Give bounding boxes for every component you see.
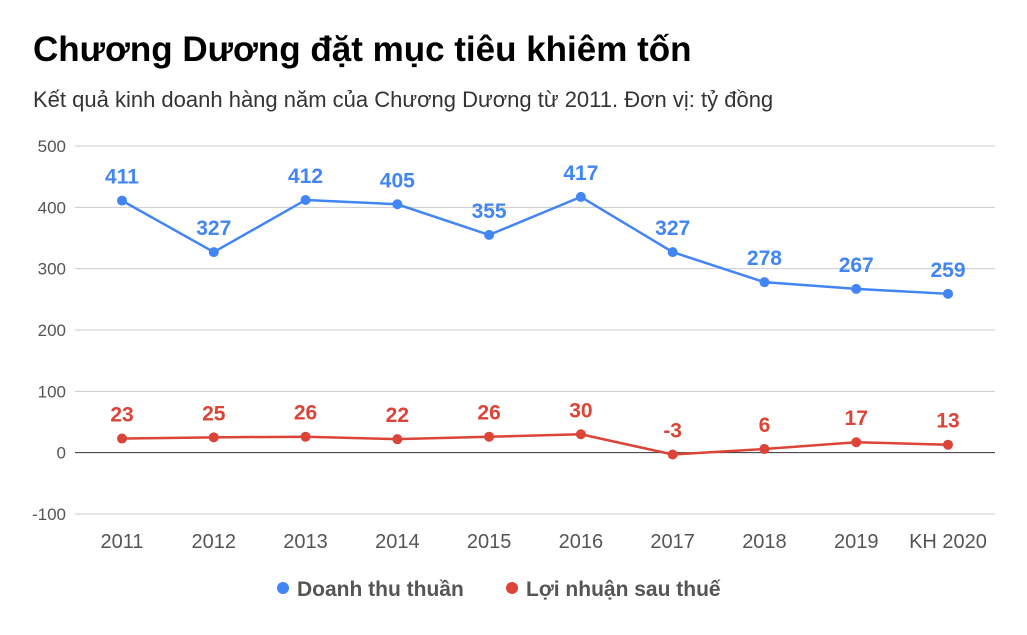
- x-tick-label: 2019: [834, 531, 879, 553]
- y-tick-label: 0: [57, 444, 66, 463]
- data-label: 417: [563, 162, 598, 185]
- data-point: [208, 432, 219, 443]
- data-point: [943, 288, 953, 299]
- x-tick-label: 2012: [192, 531, 237, 553]
- y-tick-label: 200: [38, 321, 66, 340]
- data-label: 17: [845, 407, 868, 430]
- legend-marker: [277, 582, 289, 594]
- series-line: [121, 433, 949, 456]
- x-tick-label: 2013: [283, 531, 328, 553]
- data-label: 13: [936, 410, 959, 433]
- legend-label: Lợi nhuận sau thuế: [526, 578, 721, 601]
- x-tick-label: 2015: [467, 531, 512, 553]
- data-point: [759, 277, 770, 288]
- x-tick-label: 2011: [100, 531, 143, 553]
- data-label: 355: [472, 200, 507, 223]
- data-label: 25: [202, 402, 226, 425]
- data-point: [575, 191, 586, 202]
- data-label: 327: [655, 217, 690, 240]
- data-point: [300, 194, 311, 205]
- chart-subtitle: Kết quả kinh doanh hàng năm của Chương D…: [33, 87, 774, 112]
- data-label: 405: [380, 169, 415, 192]
- y-tick-label: -100: [32, 505, 66, 524]
- x-tick-label: 2017: [650, 531, 695, 553]
- data-point: [117, 433, 127, 444]
- data-point: [484, 431, 495, 442]
- x-tick-label: 2016: [559, 531, 604, 553]
- data-label: 278: [747, 247, 782, 270]
- legend-marker: [506, 582, 518, 594]
- data-point: [392, 434, 403, 445]
- data-label: 30: [569, 399, 592, 422]
- data-label: 26: [477, 402, 500, 425]
- data-point: [667, 247, 678, 258]
- x-tick-label: KH 2020: [909, 531, 987, 553]
- data-point: [851, 437, 862, 448]
- data-label: 22: [386, 404, 409, 427]
- data-point: [392, 199, 403, 210]
- data-point: [117, 195, 127, 206]
- series-line: [121, 195, 949, 296]
- data-label: 327: [196, 217, 231, 240]
- x-tick-label: 2018: [742, 531, 787, 553]
- data-label: 411: [105, 166, 139, 189]
- data-label: 6: [759, 414, 771, 437]
- data-point: [667, 449, 678, 460]
- data-label: 412: [288, 165, 323, 188]
- x-tick-label: 2014: [375, 531, 420, 553]
- data-label: 259: [930, 259, 965, 282]
- data-point: [300, 431, 311, 442]
- y-tick-label: 300: [38, 260, 66, 279]
- legend-label: Doanh thu thuần: [297, 578, 464, 601]
- data-label: 23: [110, 404, 133, 427]
- data-point: [851, 283, 862, 294]
- data-label: 267: [839, 254, 874, 277]
- data-label: 26: [294, 402, 317, 425]
- y-tick-label: 100: [38, 382, 66, 401]
- y-tick-label: 400: [38, 198, 66, 217]
- chart-title: Chương Dương đặt mục tiêu khiêm tốn: [33, 30, 692, 69]
- data-point: [484, 229, 495, 240]
- data-point: [575, 429, 586, 440]
- data-point: [208, 247, 219, 258]
- data-point: [943, 439, 953, 450]
- y-tick-label: 500: [38, 137, 66, 156]
- data-point: [759, 443, 770, 454]
- data-label: -3: [663, 420, 682, 443]
